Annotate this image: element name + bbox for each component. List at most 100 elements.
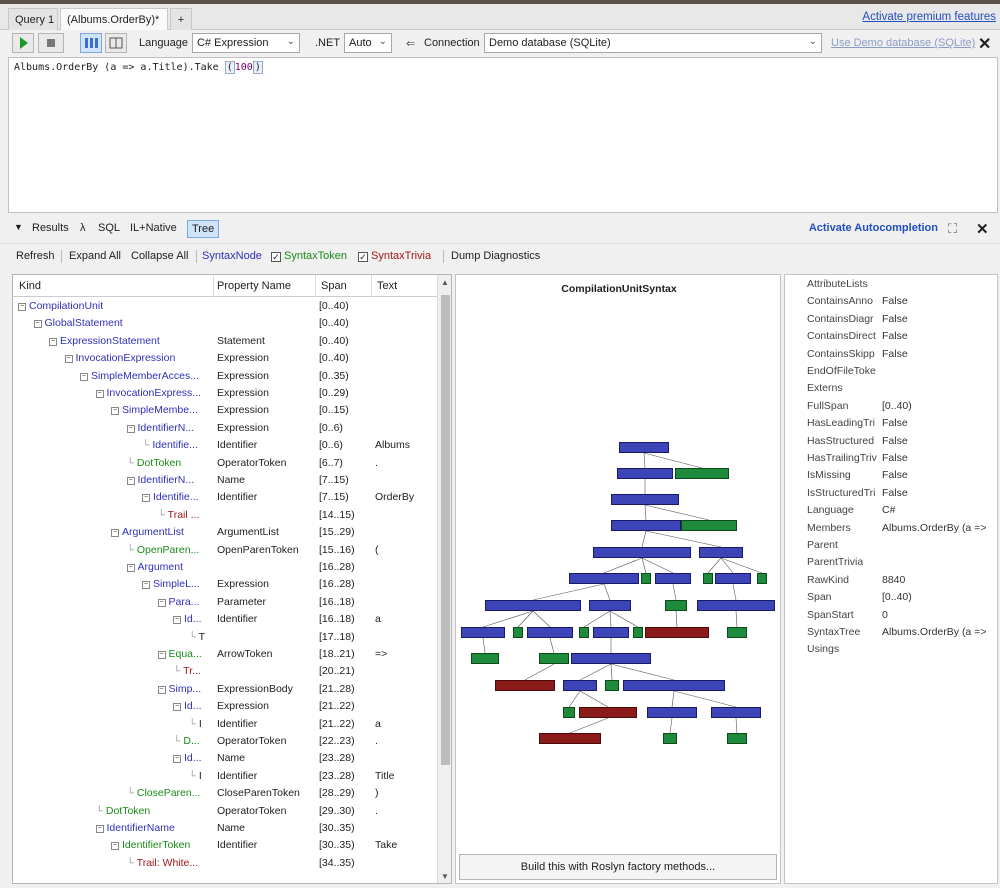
collapse-icon[interactable]: − (95, 390, 104, 398)
graph-node[interactable] (513, 627, 523, 638)
activate-autocompletion-link[interactable]: Activate Autocompletion (808, 222, 938, 234)
property-row[interactable]: EndOfFileToke (785, 363, 999, 380)
table-row[interactable]: − Para... Parameter [16..18) (13, 594, 437, 611)
table-row[interactable]: └ Trail ... [14..15) (13, 507, 437, 524)
graph-node[interactable] (619, 442, 669, 453)
property-row[interactable]: Parent (785, 537, 999, 554)
table-row[interactable]: − InvocationExpression Expression [0..40) (13, 350, 437, 367)
table-row[interactable]: − SimpleL... Expression [16..28) (13, 576, 437, 593)
collapse-icon[interactable]: − (49, 337, 57, 346)
graph-node[interactable] (681, 520, 737, 531)
scrollbar-thumb[interactable] (441, 295, 450, 765)
property-row[interactable]: Externs (785, 380, 999, 397)
table-row[interactable]: − SimpleMemberAcces... Expression [0..35) (13, 368, 437, 385)
col-property-name[interactable]: Property Name (217, 280, 291, 292)
graph-node[interactable] (647, 707, 697, 718)
build-roslyn-button[interactable]: Build this with Roslyn factory methods..… (459, 854, 777, 880)
close-icon[interactable]: ✕ (978, 36, 992, 53)
tab-il-native[interactable]: IL+Native (130, 222, 177, 234)
property-row[interactable]: ContainsDiagr False (785, 311, 999, 328)
graph-node[interactable] (471, 653, 499, 664)
collapse-triangle-icon[interactable]: ▼ (14, 222, 23, 232)
collapse-icon[interactable]: − (142, 581, 150, 590)
property-row[interactable]: Language C# (785, 502, 999, 519)
tab-albums-orderby[interactable]: (Albums.OrderBy)* (60, 8, 168, 30)
table-row[interactable]: └ CloseParen... CloseParenToken [28..29)) (13, 785, 437, 802)
property-row[interactable]: Span [0..40) (785, 589, 999, 606)
tab-results[interactable]: Results (32, 222, 69, 234)
graph-node[interactable] (569, 573, 639, 584)
table-row[interactable]: └ DotToken OperatorToken [6..7). (13, 455, 437, 472)
graph-node[interactable] (539, 653, 569, 664)
scroll-down-icon[interactable]: ▼ (441, 872, 449, 881)
table-row[interactable]: − Id... Name [23..28) (13, 750, 437, 767)
collapse-icon[interactable]: − (33, 320, 42, 329)
collapse-icon[interactable]: − (111, 407, 119, 416)
property-row[interactable]: ContainsDirect False (785, 328, 999, 345)
table-row[interactable]: − Id... Expression [21..22) (13, 698, 437, 715)
code-editor[interactable]: Albums.OrderBy (a => a.Title).Take (100) (8, 57, 998, 213)
results-text-toggle[interactable] (105, 33, 127, 53)
table-row[interactable]: └ Tr... [20..21) (13, 663, 437, 680)
collapse-icon[interactable]: − (111, 842, 119, 851)
property-row[interactable]: SpanStart 0 (785, 607, 999, 624)
expand-all-button[interactable]: Expand All (69, 250, 121, 262)
dump-diagnostics-button[interactable]: Dump Diagnostics (451, 250, 541, 262)
table-row[interactable]: − Id... Identifier [16..18) a (13, 611, 437, 628)
property-row[interactable]: SyntaxTree Albums.OrderBy (a => (785, 624, 999, 641)
graph-node[interactable] (539, 733, 601, 744)
use-demo-db-link[interactable]: Use Demo database (SQLite) (831, 37, 976, 49)
table-row[interactable]: − SimpleMembe... Expression [0..15) (13, 402, 437, 419)
collapse-icon[interactable]: − (173, 616, 181, 625)
collapse-icon[interactable]: − (126, 477, 135, 485)
graph-node[interactable] (593, 547, 691, 558)
collapse-icon[interactable]: − (157, 651, 166, 659)
graph-node[interactable] (571, 653, 651, 664)
table-row[interactable]: − Identifie... Identifier [7..15) OrderBy (13, 489, 437, 506)
graph-node[interactable] (495, 680, 555, 691)
tab-sql[interactable]: SQL (98, 222, 121, 234)
property-row[interactable]: HasStructured False (785, 433, 999, 450)
graph-node[interactable] (589, 600, 631, 611)
collapse-icon[interactable]: − (142, 494, 150, 503)
property-row[interactable]: FullSpan [0..40) (785, 398, 999, 415)
collapse-icon[interactable]: − (157, 598, 166, 607)
syntax-node-filter[interactable]: SyntaxNode (202, 250, 262, 262)
graph-node[interactable] (665, 600, 687, 611)
language-select[interactable]: C# Expression ⌄ (192, 33, 300, 53)
graph-node[interactable] (579, 627, 589, 638)
property-row[interactable]: Members Albums.OrderBy (a => (785, 520, 999, 537)
table-row[interactable]: − Equa... ArrowToken [18..21) => (13, 646, 437, 663)
tab-tree[interactable]: Tree (187, 220, 220, 238)
activate-premium-link[interactable]: Activate premium features (862, 11, 996, 23)
tab-query-1[interactable]: Query 1 (8, 8, 58, 30)
table-row[interactable]: └ I Identifier [21..22) a (13, 716, 437, 733)
graph-node[interactable] (579, 707, 637, 718)
graph-node[interactable] (757, 573, 767, 584)
graph-node[interactable] (563, 680, 597, 691)
collapse-icon[interactable]: − (95, 825, 104, 833)
graph-node[interactable] (703, 573, 713, 584)
graph-node[interactable] (675, 468, 729, 479)
table-row[interactable]: └ D... OperatorToken [22..23). (13, 733, 437, 750)
collapse-icon[interactable]: − (64, 355, 73, 364)
table-row[interactable]: └ Trail: White... [34..35) (13, 855, 437, 872)
graph-node[interactable] (485, 600, 581, 611)
table-row[interactable]: − IdentifierN... Name [7..15) (13, 472, 437, 489)
graph-node[interactable] (461, 627, 505, 638)
graph-node[interactable] (563, 707, 575, 718)
collapse-icon[interactable]: − (111, 529, 119, 538)
table-row[interactable]: − IdentifierName Name [30..35) (13, 820, 437, 837)
net-select[interactable]: Auto ⌄ (344, 33, 392, 53)
graph-node[interactable] (633, 627, 643, 638)
graph-node[interactable] (727, 733, 747, 744)
run-button[interactable] (12, 33, 34, 53)
scroll-up-icon[interactable]: ▲ (441, 278, 449, 287)
collapse-icon[interactable]: − (173, 703, 181, 712)
table-row[interactable]: − InvocationExpress... Expression [0..29) (13, 385, 437, 402)
collapse-all-button[interactable]: Collapse All (131, 250, 189, 262)
graph-node[interactable] (655, 573, 691, 584)
col-kind[interactable]: Kind (19, 280, 42, 292)
table-row[interactable]: − GlobalStatement [0..40) (13, 315, 437, 332)
tab-lambda[interactable]: λ (80, 222, 86, 234)
